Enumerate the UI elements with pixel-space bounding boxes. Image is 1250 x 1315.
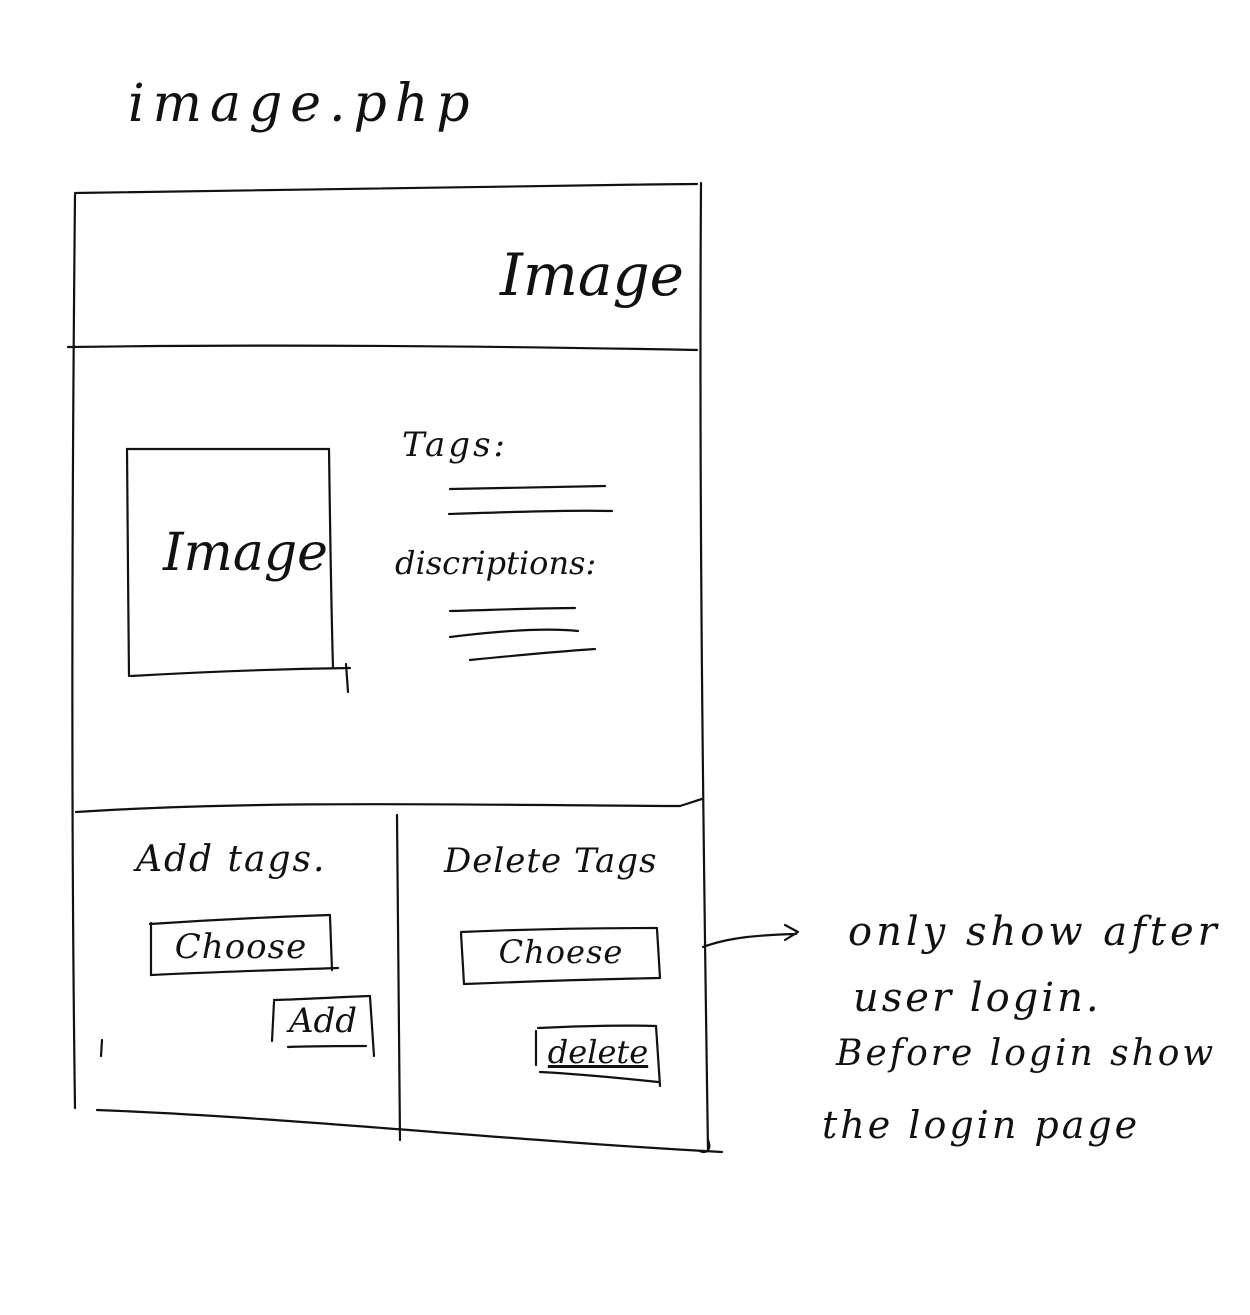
add-choose-button[interactable]: Choose <box>174 927 308 967</box>
description-value-lines <box>448 606 597 662</box>
add-button-box <box>270 994 376 1058</box>
annotation-arrow <box>701 923 800 949</box>
stray-tick <box>99 1038 104 1058</box>
header-divider <box>66 344 699 352</box>
tags-value-lines <box>447 484 614 516</box>
tags-label: Tags: <box>402 425 508 465</box>
add-button[interactable]: Add <box>288 1001 358 1041</box>
page-title: image.php <box>128 74 478 134</box>
note-line-3: Before login show <box>836 1033 1217 1074</box>
panel-divider <box>395 813 402 1142</box>
note-line-2: user login. <box>853 975 1102 1021</box>
delete-button[interactable]: delete <box>547 1033 649 1071</box>
content-divider <box>74 797 704 814</box>
image-placeholder-box <box>125 447 352 694</box>
delete-choose-button[interactable]: Choese <box>498 933 624 971</box>
delete-button-box <box>534 1024 662 1088</box>
note-line-1: only show after <box>848 909 1221 955</box>
page-frame <box>71 181 724 1154</box>
delete-choose-box <box>459 926 662 986</box>
delete-tags-heading: Delete Tags <box>444 841 658 881</box>
header-title: Image <box>500 241 684 309</box>
add-choose-box <box>148 913 340 977</box>
descriptions-label: discriptions: <box>395 544 597 582</box>
image-placeholder-label: Image <box>163 523 328 583</box>
add-tags-heading: Add tags. <box>136 839 327 880</box>
note-line-4: the login page <box>822 1103 1141 1147</box>
